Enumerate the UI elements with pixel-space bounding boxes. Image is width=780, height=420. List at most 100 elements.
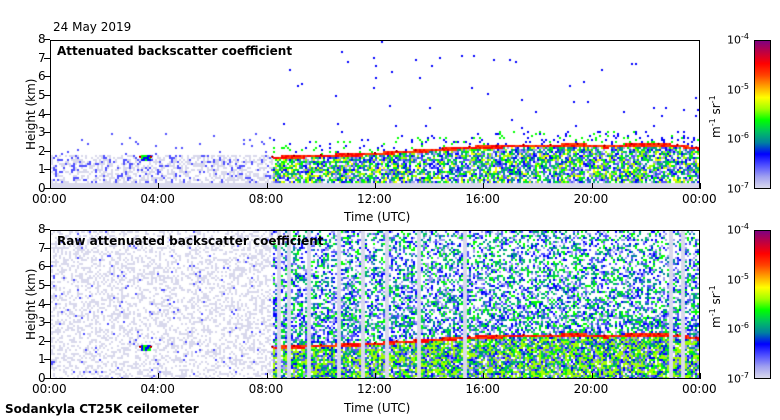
x-tick-mark <box>266 183 268 189</box>
x-tick-label: 16:00 <box>465 192 500 206</box>
x-tick-mark <box>375 373 376 379</box>
raw-backscatter-plot: Raw attenuated backscatter coefficient <box>50 230 700 379</box>
footer-instrument: Sodankyla CT25K ceilometer <box>5 402 199 416</box>
cloud-layer-point <box>576 332 579 336</box>
y-tick-label: 6 <box>38 259 46 274</box>
x-tick-mark <box>700 183 701 189</box>
cloud-layer-point <box>373 151 377 155</box>
cloud-layer-point <box>414 149 417 152</box>
y-tick-label: 2 <box>38 333 46 348</box>
cloud-layer-point <box>271 345 274 348</box>
colorbar-tick-label: 10-7 <box>727 371 749 386</box>
unit-sr: sr <box>709 103 723 119</box>
cloud-layer-point <box>576 142 579 146</box>
y-tick-mark <box>44 303 50 305</box>
y-tick-label: 4 <box>38 296 46 311</box>
tick-exponent: -5 <box>741 81 749 91</box>
y-tick-mark <box>44 247 50 249</box>
x-tick-label: 08:00 <box>248 382 284 396</box>
plot-title: Attenuated backscatter coefficient <box>57 44 293 58</box>
x-axis-label: Time (UTC) <box>344 210 411 224</box>
cloud-layer-point <box>319 343 323 347</box>
x-tick-mark <box>483 373 485 379</box>
y-tick-label: 3 <box>38 125 46 140</box>
cloud-layer-point <box>414 339 417 342</box>
y-tick-mark <box>44 132 50 134</box>
cloud-layer-point <box>468 145 471 148</box>
colorbar-tick-label: 10-6 <box>727 321 749 336</box>
backscatter-heatmap <box>51 41 699 188</box>
cloud-layer-point <box>149 155 153 158</box>
cloud-layer-point <box>657 142 660 146</box>
tick-exponent: -7 <box>741 181 749 190</box>
cloud-layer-point <box>603 334 606 337</box>
tick-base: 10 <box>727 33 741 47</box>
cloud-layer-point <box>695 336 698 339</box>
x-tick-label: 04:00 <box>140 382 175 396</box>
colorbar-tick-label: 10-5 <box>727 82 749 97</box>
y-axis-label: Height (km) <box>24 78 38 150</box>
unit-exponent: -1 <box>708 118 717 127</box>
unit-exponent: -1 <box>708 308 717 317</box>
x-tick-mark <box>591 183 593 189</box>
colorbar <box>754 230 771 379</box>
y-tick-mark <box>44 284 50 286</box>
y-tick-mark <box>44 39 50 40</box>
colorbar-tick-label: 10-4 <box>727 222 749 237</box>
cloud-layer-point <box>630 142 633 146</box>
y-tick-label: 6 <box>38 69 46 84</box>
y-tick-label: 4 <box>38 106 46 121</box>
tick-exponent: -4 <box>741 32 749 41</box>
cloud-layer-point <box>522 333 525 337</box>
x-tick-label: 16:00 <box>465 382 500 396</box>
y-tick-label: 7 <box>38 240 46 255</box>
colorbar <box>754 40 771 189</box>
plot-title: Raw attenuated backscatter coefficient <box>57 234 324 248</box>
cloud-layer-point <box>522 143 525 147</box>
x-tick-mark <box>700 373 701 379</box>
cloud-layer-point <box>657 332 660 336</box>
y-tick-label: 1 <box>38 162 46 177</box>
y-tick-label: 8 <box>38 222 46 236</box>
y-tick-mark <box>44 266 50 268</box>
cloud-layer-point <box>468 335 471 338</box>
x-tick-label: 20:00 <box>573 382 609 396</box>
x-tick-label: 00:00 <box>32 192 67 206</box>
attenuated-backscatter-plot: Attenuated backscatter coefficient <box>50 40 700 189</box>
cloud-layer-point <box>271 155 274 158</box>
y-tick-mark <box>44 113 50 115</box>
tick-base: 10 <box>727 83 741 97</box>
cloud-layer-point <box>695 146 698 149</box>
colorbar-tick-label: 10-7 <box>727 181 749 196</box>
cloud-layer-overlay <box>138 332 698 348</box>
cloud-layer-point <box>676 143 679 147</box>
cloud-layer-point <box>549 333 552 337</box>
tick-exponent: -6 <box>741 321 749 331</box>
cloud-layer-point <box>395 150 398 153</box>
cloud-layer-point <box>395 340 398 343</box>
tick-base: 10 <box>727 273 741 287</box>
unit-exponent: -1 <box>708 95 717 104</box>
x-tick-mark <box>50 183 51 189</box>
colorbar-tick-label: 10-6 <box>727 131 749 146</box>
y-tick-mark <box>44 150 50 152</box>
cloud-layer-point <box>319 153 323 157</box>
x-tick-label: 04:00 <box>140 192 175 206</box>
x-tick-label: 12:00 <box>357 382 392 396</box>
y-tick-label: 5 <box>38 87 46 102</box>
x-tick-mark <box>50 373 51 379</box>
cloud-layer-point <box>441 337 444 340</box>
cloud-layer-point <box>149 345 153 348</box>
cloud-layer-point <box>292 344 296 348</box>
x-tick-label: 00:00 <box>32 382 67 396</box>
x-tick-mark <box>483 183 485 189</box>
tick-exponent: -4 <box>741 222 749 231</box>
cloud-layer-point <box>495 334 498 337</box>
unit-sr: sr <box>709 293 723 309</box>
y-tick-mark <box>44 340 50 342</box>
x-tick-mark <box>591 373 593 379</box>
y-tick-mark <box>44 359 50 361</box>
cloud-layer-point <box>292 154 296 158</box>
y-tick-label: 1 <box>38 352 46 367</box>
cloud-layer-point <box>138 345 142 348</box>
